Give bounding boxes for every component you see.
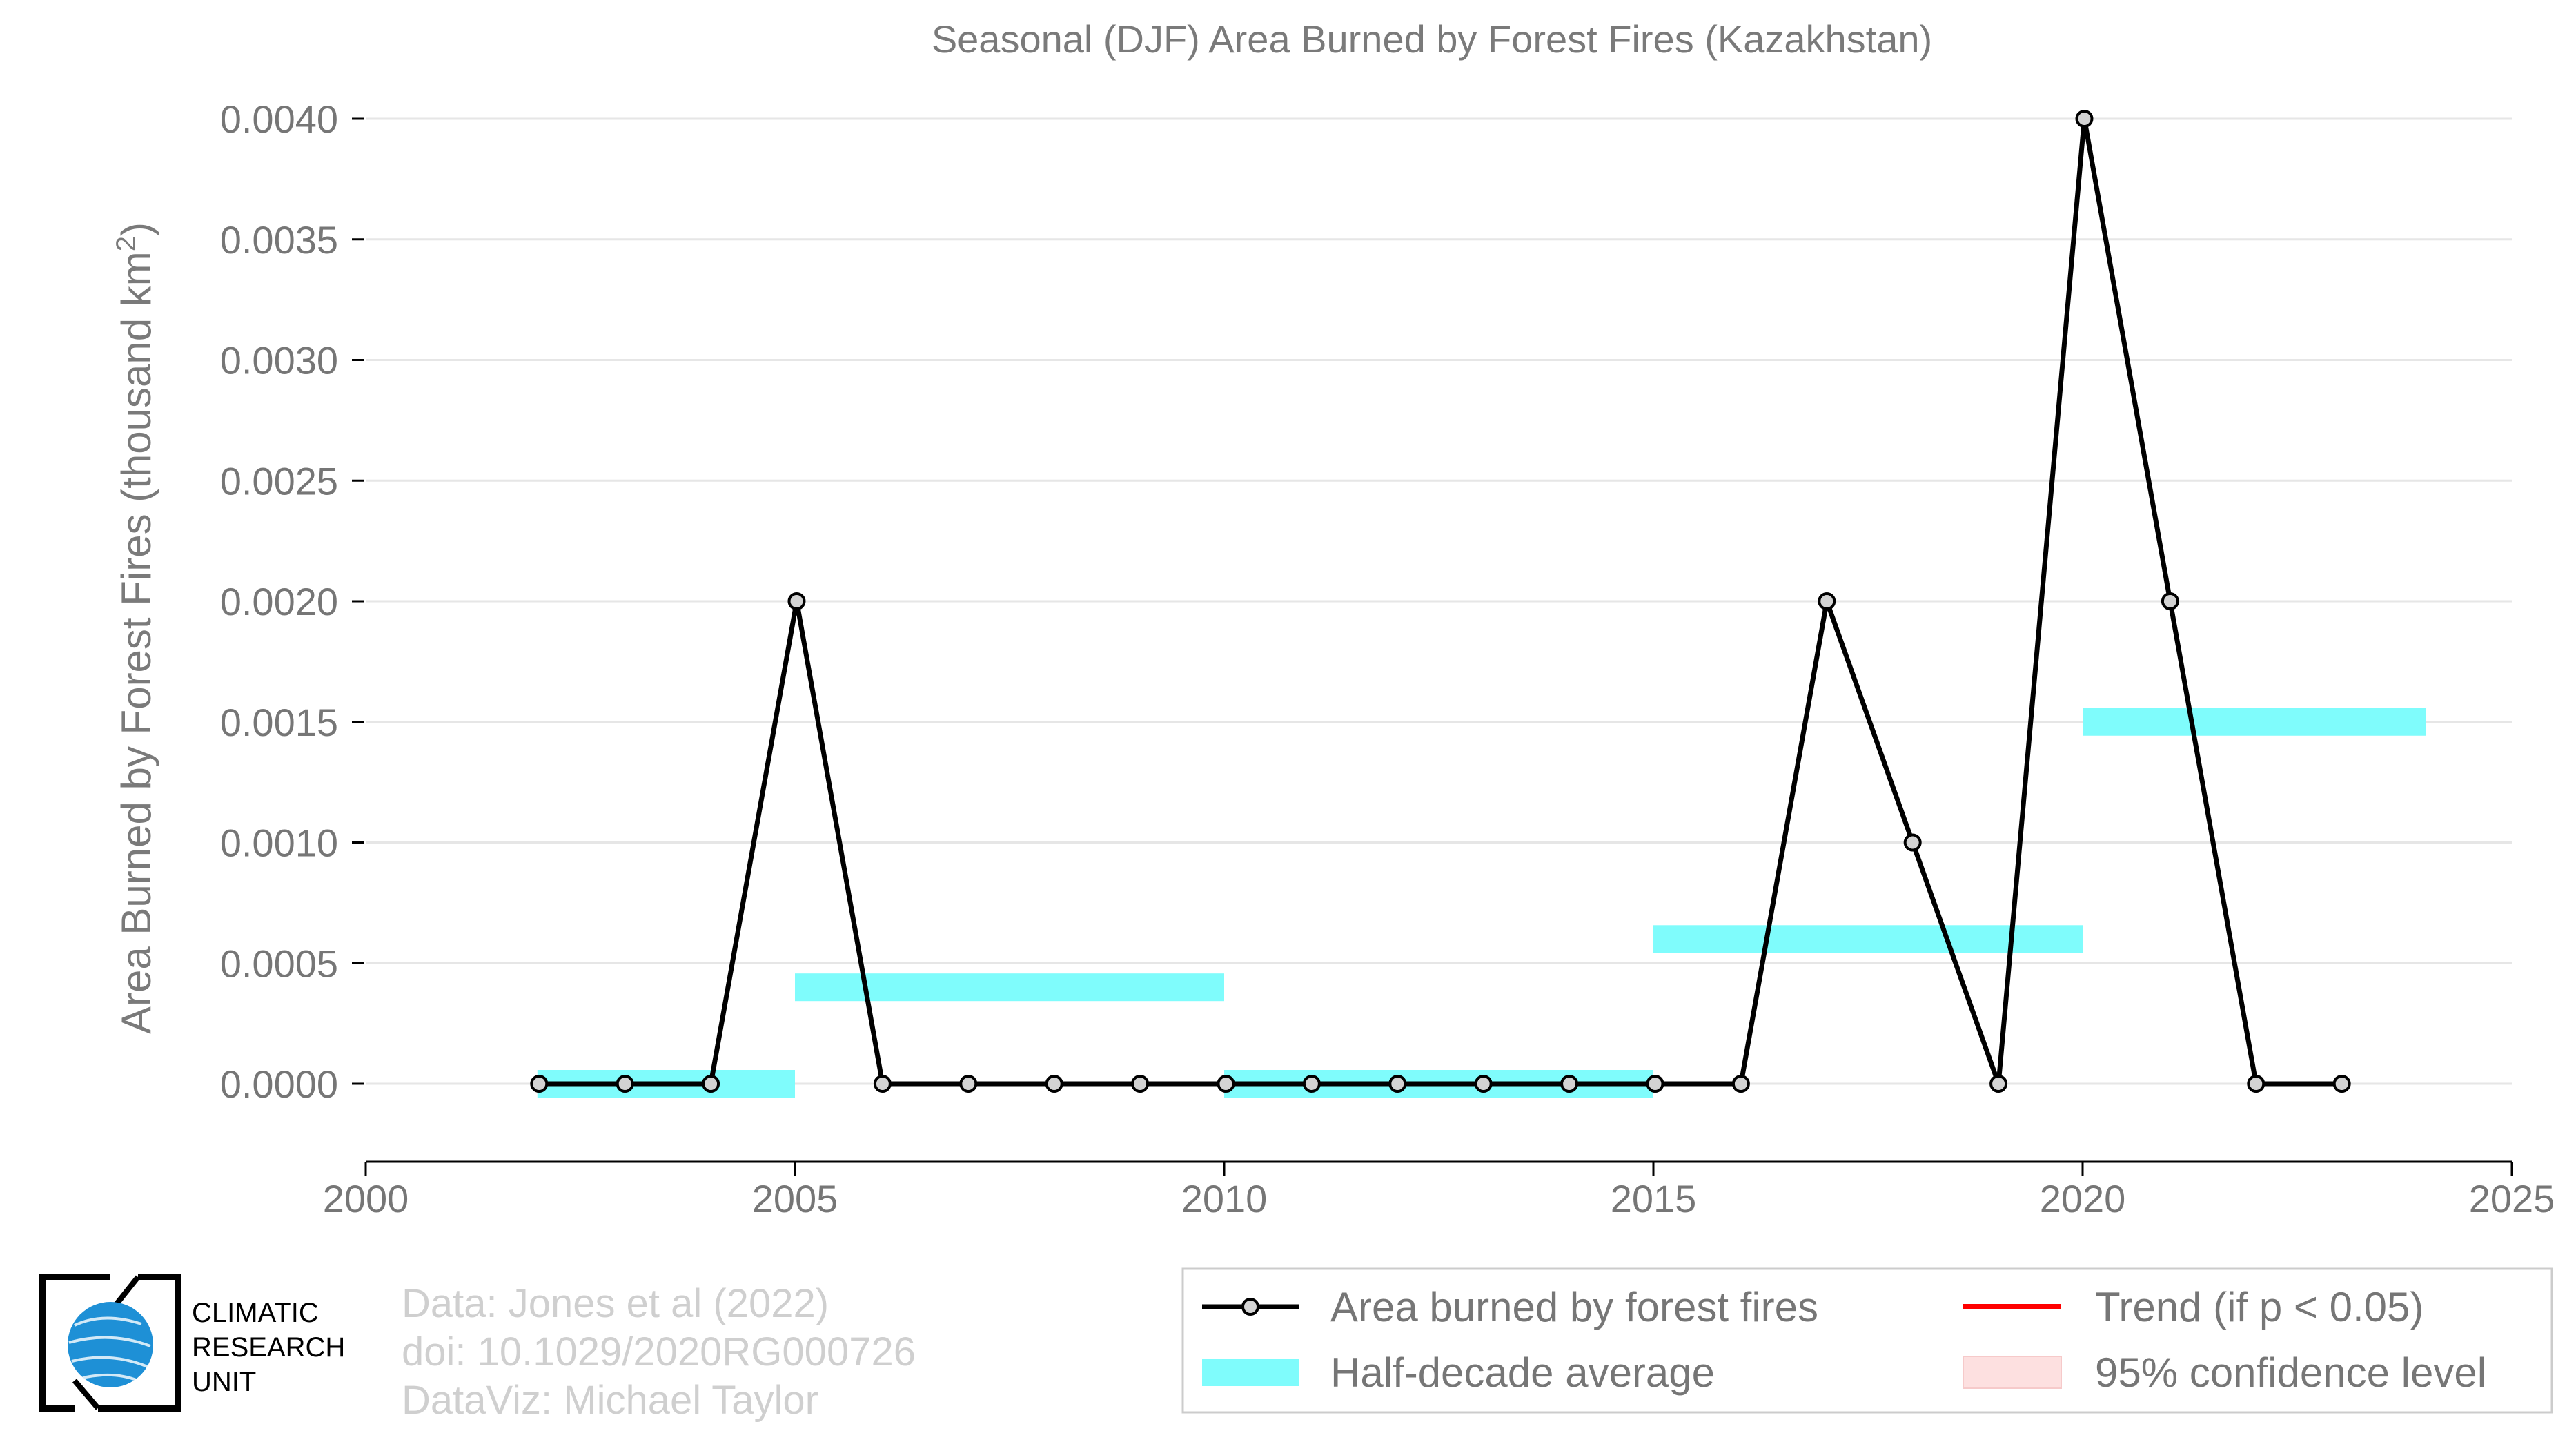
y-tick-label: 0.0015: [220, 701, 338, 744]
data-point: [2334, 1076, 2350, 1091]
y-tick-label: 0.0010: [220, 821, 338, 865]
data-point: [2076, 111, 2092, 126]
logo-text-line3: UNIT: [192, 1367, 256, 1397]
data-point: [789, 594, 804, 609]
half-decade-average-bars: [538, 708, 2426, 1098]
y-tick-label: 0.0020: [220, 580, 338, 623]
legend-label-confidence: 95% confidence level: [2095, 1350, 2486, 1396]
chart-title: Seasonal (DJF) Area Burned by Forest Fir…: [932, 17, 1932, 61]
data-point: [1733, 1076, 1749, 1091]
data-point: [1647, 1076, 1662, 1091]
data-point: [1390, 1076, 1405, 1091]
data-point: [1476, 1076, 1491, 1091]
half-decade-average-bar: [2083, 708, 2426, 736]
data-point: [1218, 1076, 1233, 1091]
legend-confidence-swatch: [1963, 1356, 2061, 1388]
x-tick-label: 2025: [2469, 1177, 2555, 1220]
logo-text-line2: RESEARCH: [192, 1332, 345, 1363]
y-tick-label: 0.0005: [220, 942, 338, 985]
y-axis-ticks: 0.0000 0.0005 0.0010 0.0015 0.0020 0.0025 0.00…: [220, 97, 364, 1106]
legend-label-average: Half-decade average: [1330, 1350, 1715, 1396]
data-point: [1905, 835, 1920, 850]
credit-dataviz: DataViz: Michael Taylor: [402, 1378, 818, 1423]
x-tick-label: 2000: [323, 1177, 409, 1220]
legend-average-swatch: [1202, 1359, 1299, 1386]
data-point: [1991, 1076, 2006, 1091]
x-tick-label: 2010: [1181, 1177, 1268, 1220]
data-point: [1819, 594, 1834, 609]
data-point: [875, 1076, 890, 1091]
logo-text-line1: CLIMATIC: [192, 1298, 319, 1328]
x-tick-label: 2015: [1611, 1177, 1697, 1220]
cru-logo: CLIMATIC RESEARCH UNIT: [43, 1277, 345, 1408]
data-point: [1304, 1076, 1319, 1091]
data-point: [1132, 1076, 1148, 1091]
legend: Area burned by forest fires Trend (if p …: [1183, 1269, 2552, 1412]
y-axis-label-superscript: 2: [111, 236, 141, 251]
credit-doi: doi: 10.1029/2020RG000726: [402, 1330, 916, 1374]
legend-point-swatch: [1243, 1299, 1258, 1314]
x-tick-label: 2020: [2040, 1177, 2126, 1220]
x-axis-ticks: 2000 2005 2010 2015 2020 2025: [323, 1162, 2555, 1220]
data-point: [618, 1076, 633, 1091]
legend-label-trend: Trend (if p < 0.05): [2095, 1284, 2423, 1330]
data-point: [531, 1076, 547, 1091]
grid-lines: [366, 119, 2512, 1084]
y-tick-label: 0.0035: [220, 218, 338, 262]
y-tick-label: 0.0030: [220, 339, 338, 382]
y-axis-label: Area Burned by Forest Fires (thousand km…: [111, 222, 159, 1034]
y-axis-label-main: Area Burned by Forest Fires (thousand km: [113, 251, 159, 1034]
half-decade-average-bar: [1653, 925, 2083, 953]
y-tick-label: 0.0025: [220, 459, 338, 503]
x-tick-label: 2005: [752, 1177, 838, 1220]
data-point: [1562, 1076, 1577, 1091]
y-tick-label: 0.0000: [220, 1062, 338, 1106]
data-point: [703, 1076, 718, 1091]
legend-label-line: Area burned by forest fires: [1330, 1284, 1818, 1330]
data-point: [961, 1076, 976, 1091]
data-point: [2163, 594, 2178, 609]
data-point: [1047, 1076, 1062, 1091]
data-point: [2248, 1076, 2263, 1091]
credit-data: Data: Jones et al (2022): [402, 1281, 829, 1326]
half-decade-average-bar: [795, 973, 1224, 1001]
y-axis-label-close: ): [113, 222, 159, 236]
y-tick-label: 0.0040: [220, 97, 338, 141]
